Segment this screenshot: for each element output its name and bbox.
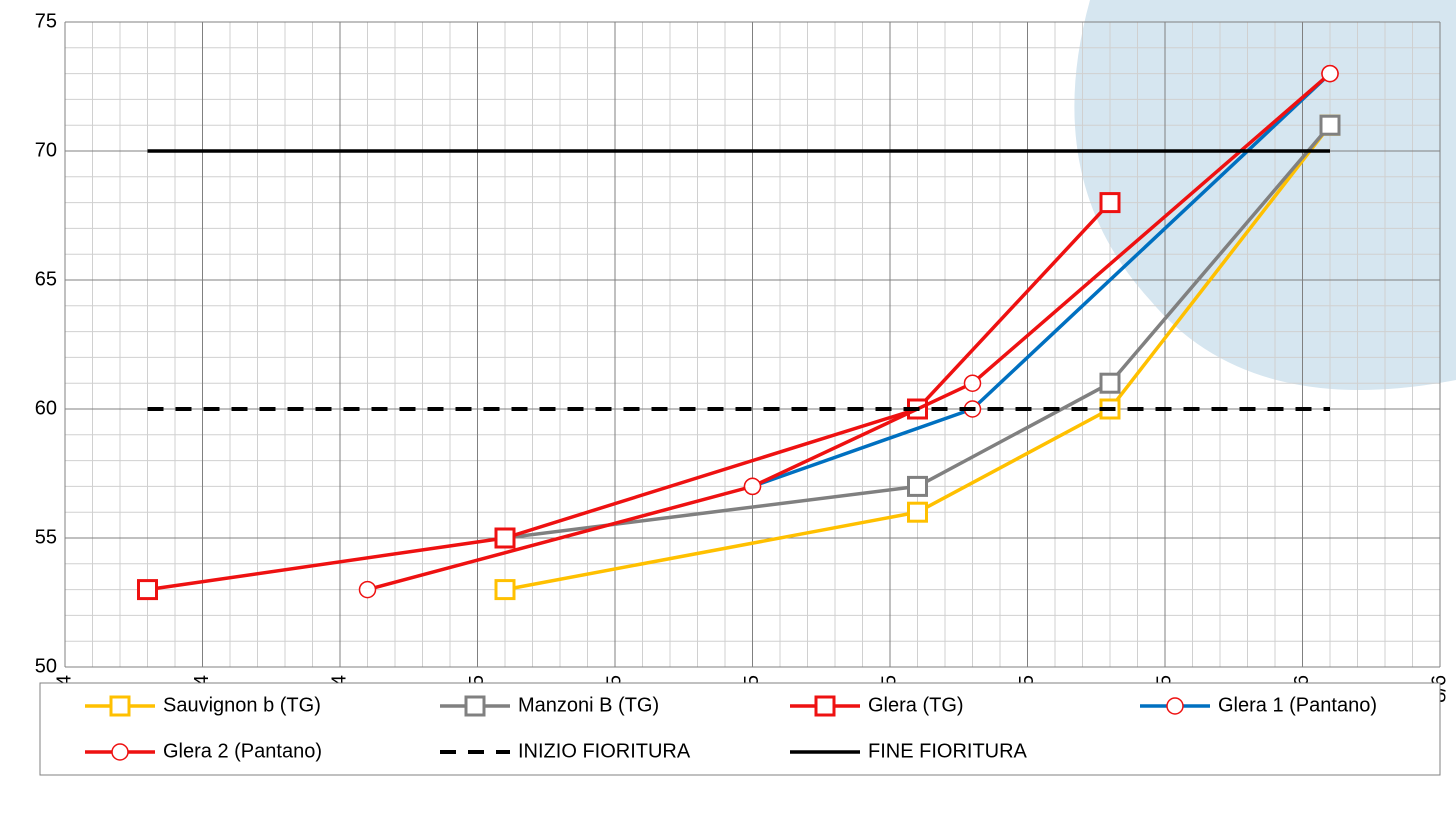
y-tick-label: 70 — [35, 139, 57, 161]
y-tick-label: 60 — [35, 397, 57, 419]
legend-marker — [111, 743, 129, 761]
legend-marker — [1166, 697, 1184, 715]
series-line — [504, 124, 1332, 592]
background-shape — [1074, 0, 1456, 390]
legend-label: Glera 1 (Pantano) — [1218, 694, 1377, 716]
series-line — [147, 201, 1112, 592]
legend-label: Glera 2 (Pantano) — [163, 740, 322, 762]
series-line — [367, 72, 1332, 592]
legend-item: Glera (TG) — [790, 694, 964, 717]
legend-label: Manzoni B (TG) — [518, 694, 659, 716]
data-point — [494, 579, 516, 601]
data-point — [1319, 114, 1341, 136]
legend-item: Glera 1 (Pantano) — [1140, 694, 1377, 716]
legend-item: Sauvignon b (TG) — [85, 694, 321, 717]
data-point — [1099, 192, 1121, 214]
legend-marker — [109, 695, 131, 717]
data-point — [743, 477, 762, 496]
legend-item: Glera 2 (Pantano) — [85, 740, 322, 762]
legend-item: INIZIO FIORITURA — [440, 740, 691, 762]
legend-label: Glera (TG) — [868, 694, 964, 716]
legend-item: Manzoni B (TG) — [440, 694, 659, 717]
y-tick-label: 75 — [35, 10, 57, 32]
y-tick-label: 65 — [35, 268, 57, 290]
legend-label: INIZIO FIORITURA — [518, 740, 691, 762]
legend-box — [39, 682, 1441, 776]
data-point — [963, 374, 982, 392]
legend-marker — [464, 695, 486, 717]
legend-marker — [814, 695, 836, 717]
data-point — [1099, 372, 1121, 394]
y-tick-label: 50 — [35, 655, 57, 677]
data-point — [1321, 64, 1339, 83]
legend-label: Sauvignon b (TG) — [163, 694, 321, 716]
legend-label: FINE FIORITURA — [868, 740, 1028, 762]
y-tick-label: 55 — [35, 526, 57, 548]
series-line — [504, 124, 1332, 540]
data-point — [137, 579, 158, 601]
data-point — [907, 475, 928, 497]
legend-item: FINE FIORITURA — [790, 740, 1028, 762]
data-point — [907, 501, 928, 523]
data-point — [358, 580, 377, 599]
data-point — [494, 527, 516, 549]
